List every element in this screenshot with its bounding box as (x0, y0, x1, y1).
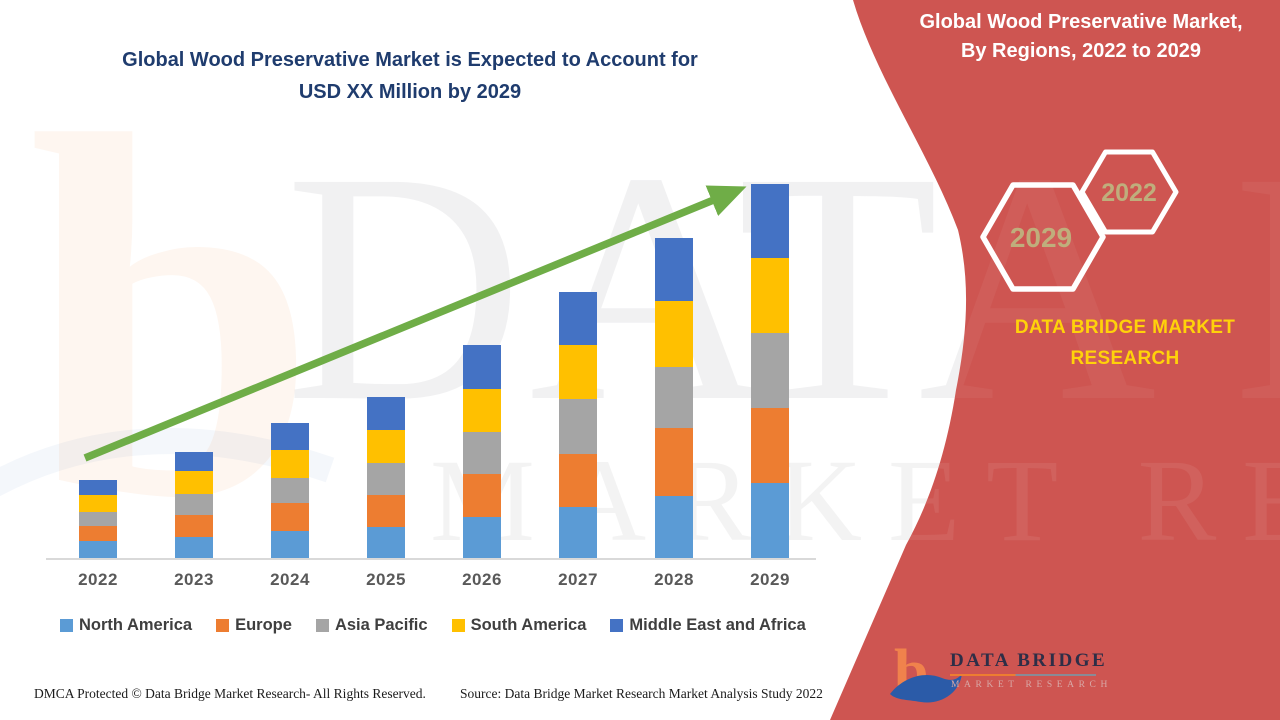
segment-north-america-2027 (559, 507, 597, 558)
segment-asia-pacific-2027 (559, 399, 597, 454)
stacked-bar-2023 (175, 452, 213, 558)
segment-europe-2025 (367, 495, 405, 527)
brand-text-line1: DATA BRIDGE MARKET (1014, 317, 1236, 338)
legend-swatch-asia-pacific (315, 619, 329, 632)
segment-middle-east-and-africa-2024 (271, 423, 309, 450)
segment-asia-pacific-2024 (271, 478, 309, 503)
legend-swatch-south-america (451, 619, 465, 632)
segment-north-america-2022 (79, 541, 117, 558)
logo-b-swoosh-icon: b (890, 638, 962, 706)
hexagon-2022 (1079, 149, 1179, 235)
chart-legend: North America Europe Asia Pacific South Ame… (60, 616, 806, 635)
source-footer-text: Source: Data Bridge Market Research Mark… (460, 686, 823, 701)
segment-middle-east-and-africa-2023 (175, 452, 213, 471)
logo-subtitle-text: MARKET RESEARCH (951, 680, 1112, 690)
segment-asia-pacific-2023 (175, 494, 213, 515)
segment-north-america-2029 (751, 483, 789, 558)
x-axis-label-2028: 2028 (654, 570, 694, 589)
stacked-bar-2027 (559, 292, 597, 558)
x-axis-label-2027: 2027 (558, 570, 598, 589)
legend-label-europe: Europe (235, 616, 292, 634)
segment-south-america-2023 (175, 471, 213, 494)
legend-item-north-america: North America (60, 616, 192, 635)
stacked-bar-2022 (79, 480, 117, 558)
x-axis-label-2026: 2026 (462, 570, 502, 589)
legend-label-south-america: South America (470, 616, 587, 634)
hexagon-2029 (980, 182, 1106, 292)
logo-divider (950, 674, 1096, 676)
legend-label-middle-east-and-africa: Middle East and Africa (629, 616, 806, 634)
chart-title-line1: Global Wood Preservative Market is Expec… (122, 49, 698, 71)
segment-europe-2027 (559, 454, 597, 507)
segment-asia-pacific-2025 (367, 463, 405, 495)
stacked-bar-2029 (751, 184, 789, 558)
brand-text: DATA BRIDGE MARKET RESEARCH (985, 312, 1265, 374)
segment-europe-2026 (463, 474, 501, 517)
stacked-bar-2028 (655, 238, 693, 558)
x-axis-label-2025: 2025 (366, 570, 406, 589)
x-axis-label-2024: 2024 (270, 570, 310, 589)
legend-swatch-north-america (60, 619, 73, 632)
segment-europe-2023 (175, 515, 213, 537)
segment-europe-2022 (79, 526, 117, 541)
segment-south-america-2029 (751, 258, 789, 333)
x-axis-line (46, 558, 816, 560)
legend-swatch-middle-east-and-africa (610, 619, 624, 632)
segment-europe-2029 (751, 408, 789, 483)
segment-middle-east-and-africa-2029 (751, 184, 789, 258)
chart-title-line2: USD XX Million by 2029 (298, 81, 522, 103)
hexagon-2029-label: 2029 (1010, 222, 1072, 253)
sidebar-heading-line2: By Regions, 2022 to 2029 (960, 40, 1202, 62)
x-axis-label-2022: 2022 (78, 570, 118, 589)
sidebar-heading-line1: Global Wood Preservative Market, (919, 11, 1243, 33)
sidebar-heading: Global Wood Preservative Market, By Regi… (890, 8, 1272, 66)
hexagon-badges: 2022 2029 (980, 149, 1179, 292)
segment-north-america-2024 (271, 531, 309, 558)
stacked-bar-2025 (367, 397, 405, 558)
legend-item-asia-pacific: Asia Pacific (315, 616, 428, 635)
segment-south-america-2027 (559, 345, 597, 399)
x-axis-label-2029: 2029 (750, 570, 790, 589)
segment-north-america-2026 (463, 517, 501, 558)
legend-label-asia-pacific: Asia Pacific (334, 616, 428, 634)
hexagon-2022-label: 2022 (1101, 179, 1157, 207)
x-axis-label-2023: 2023 (174, 570, 214, 589)
segment-asia-pacific-2022 (79, 512, 117, 526)
segment-middle-east-and-africa-2028 (655, 238, 693, 301)
segment-middle-east-and-africa-2025 (367, 397, 405, 430)
segment-south-america-2025 (367, 430, 405, 463)
legend-label-north-america: North America (79, 616, 193, 634)
segment-south-america-2028 (655, 301, 693, 367)
stacked-bar-2024 (271, 423, 309, 558)
legend-item-middle-east-and-africa: Middle East and Africa (610, 616, 806, 635)
segment-south-america-2022 (79, 495, 117, 512)
segment-asia-pacific-2028 (655, 367, 693, 428)
segment-south-america-2024 (271, 450, 309, 478)
segment-north-america-2028 (655, 496, 693, 558)
segment-middle-east-and-africa-2022 (79, 480, 117, 495)
data-bridge-logo: b DATA BRIDGE MARKET RESEARCH (888, 636, 1118, 712)
stacked-bar-2026 (463, 345, 501, 558)
segment-middle-east-and-africa-2027 (559, 292, 597, 345)
legend-item-europe: Europe (216, 616, 292, 635)
segment-middle-east-and-africa-2026 (463, 345, 501, 389)
segment-north-america-2023 (175, 537, 213, 558)
legend-swatch-europe (216, 619, 230, 632)
segment-asia-pacific-2026 (463, 432, 501, 474)
dmca-footer-text: DMCA Protected © Data Bridge Market Rese… (34, 686, 426, 701)
segment-europe-2028 (655, 428, 693, 496)
brand-text-line2: RESEARCH (1070, 348, 1180, 369)
chart-title: Global Wood Preservative Market is Expec… (40, 44, 780, 108)
logo-name-text: DATA BRIDGE (950, 650, 1108, 671)
segment-south-america-2026 (463, 389, 501, 432)
segment-europe-2024 (271, 503, 309, 531)
segment-north-america-2025 (367, 527, 405, 558)
segment-asia-pacific-2029 (751, 333, 789, 408)
legend-item-south-america: South America (451, 616, 587, 635)
